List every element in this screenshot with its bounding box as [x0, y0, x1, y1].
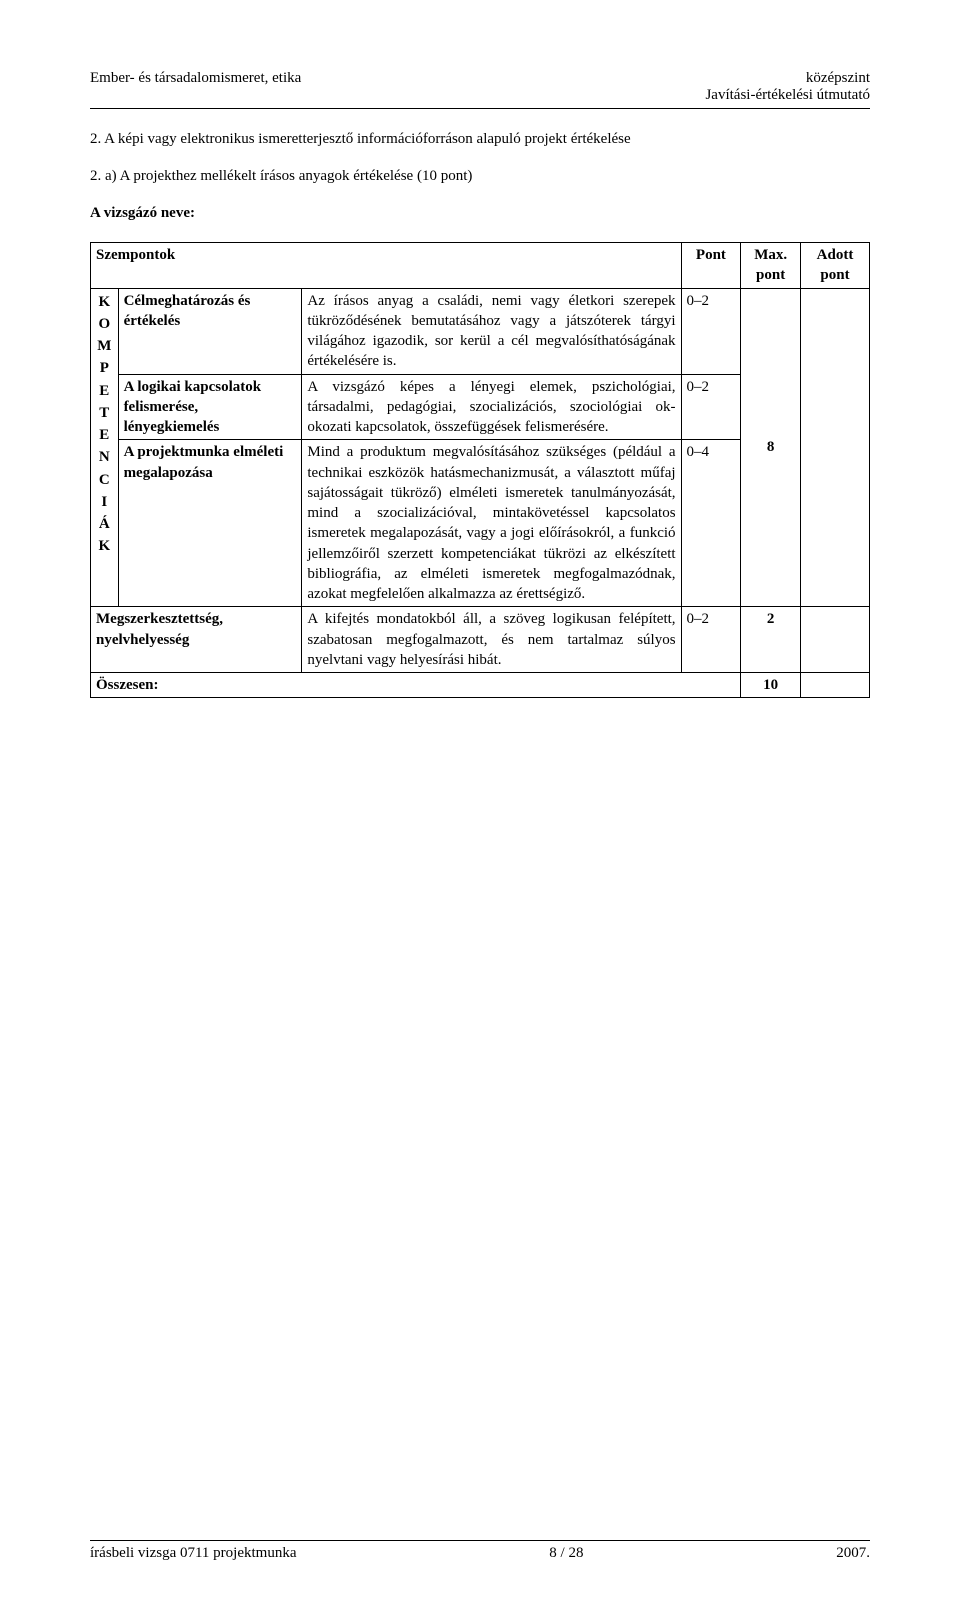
header-pont: Pont — [681, 243, 741, 289]
criterion-cell: Célmeghatározás és értékelés — [118, 288, 302, 374]
description-cell: A vizsgázó képes a lényegi elemek, pszic… — [302, 374, 681, 440]
criterion-cell: A logikai kapcsolatok felismerése, lénye… — [118, 374, 302, 440]
evaluation-table: Szempontok Pont Max. pont Adott pont K O… — [90, 242, 870, 698]
table-row: K O M P E T E N C I Á K Célmeghatározás … — [91, 288, 870, 374]
adott-cell — [801, 607, 870, 673]
adott-cell — [801, 288, 870, 607]
candidate-name-label: A vizsgázó neve: — [90, 205, 870, 222]
page-footer: írásbeli vizsga 0711 projektmunka 8 / 28… — [90, 1540, 870, 1562]
table-header-row: Szempontok Pont Max. pont Adott pont — [91, 243, 870, 289]
pont-cell: 0–2 — [681, 607, 741, 673]
total-label: Összesen: — [91, 673, 741, 698]
footer-left: írásbeli vizsga 0711 projektmunka — [90, 1545, 296, 1562]
criterion-cell: A projektmunka elméleti megalapozása — [118, 440, 302, 607]
header-right-bottom: Javítási-értékelési útmutató — [705, 87, 870, 104]
description-cell: Mind a produktum megvalósításához szüksé… — [302, 440, 681, 607]
header-left: Ember- és társadalomismeret, etika — [90, 70, 301, 87]
footer-divider — [90, 1540, 870, 1541]
footer-right: 2007. — [836, 1545, 870, 1562]
criterion-cell: Megszerkesztettség, nyelvhelyesség — [91, 607, 302, 673]
header-divider — [90, 108, 870, 109]
description-cell: A kifejtés mondatokból áll, a szöveg log… — [302, 607, 681, 673]
pont-cell: 0–2 — [681, 288, 741, 374]
header-right-top: középszint — [705, 70, 870, 87]
vertical-label: K O M P E T E N C I Á K — [91, 288, 119, 607]
page-header: Ember- és társadalomismeret, etika közép… — [90, 70, 870, 104]
section-subtitle: 2. a) A projekthez mellékelt írásos anya… — [90, 168, 870, 185]
header-max: Max. pont — [741, 243, 801, 289]
group-max-cell: 8 — [741, 288, 801, 607]
section-title: 2. A képi vagy elektronikus ismeretterje… — [90, 131, 870, 148]
footer-center: 8 / 28 — [549, 1545, 583, 1562]
total-row: Összesen: 10 — [91, 673, 870, 698]
max-cell: 2 — [741, 607, 801, 673]
description-cell: Az írásos anyag a családi, nemi vagy éle… — [302, 288, 681, 374]
pont-cell: 0–4 — [681, 440, 741, 607]
header-adott: Adott pont — [801, 243, 870, 289]
header-szempontok: Szempontok — [91, 243, 682, 289]
table-row: Megszerkesztettség, nyelvhelyesség A kif… — [91, 607, 870, 673]
adott-total-cell — [801, 673, 870, 698]
total-value: 10 — [741, 673, 801, 698]
header-right: középszint Javítási-értékelési útmutató — [705, 70, 870, 104]
pont-cell: 0–2 — [681, 374, 741, 440]
